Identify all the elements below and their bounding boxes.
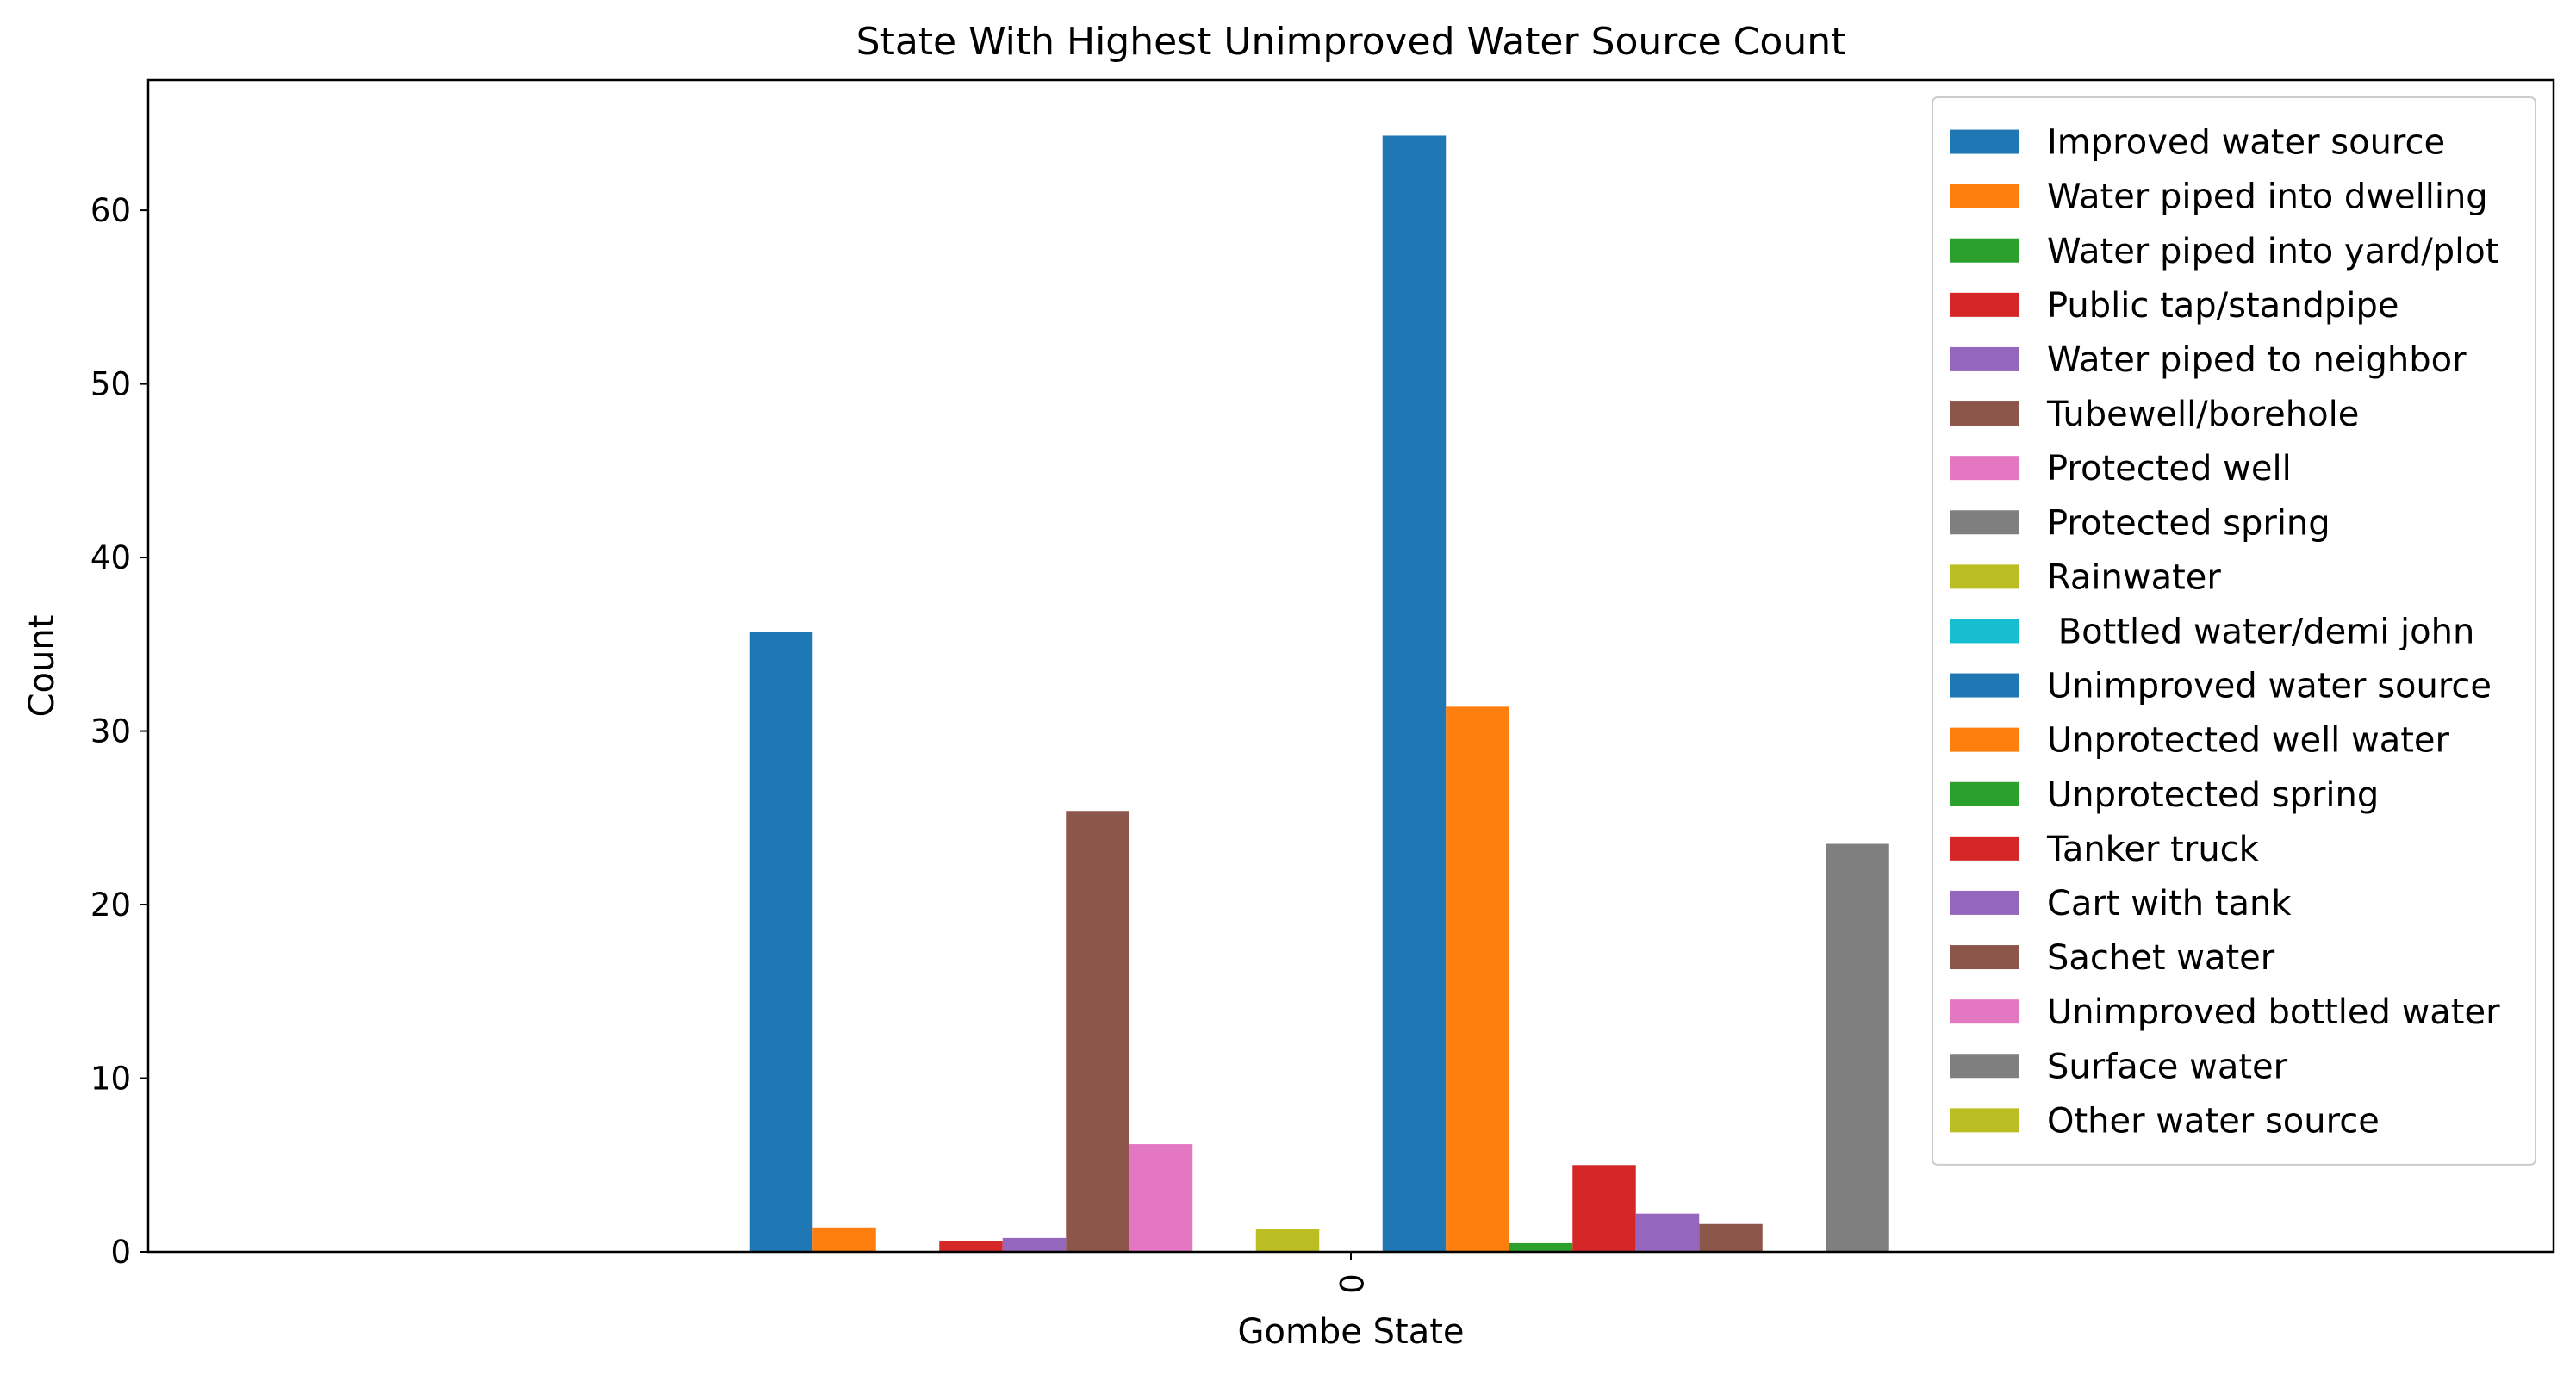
bar-14 <box>1572 1165 1636 1252</box>
legend-entry-label: Water piped into dwelling <box>2047 177 2488 217</box>
y-tick-label: 60 <box>90 192 131 229</box>
y-tick-label: 50 <box>90 366 131 403</box>
legend-entry-label: Other water source <box>2047 1101 2380 1141</box>
y-tick-label: 40 <box>90 539 131 576</box>
y-tick-label: 10 <box>90 1061 131 1098</box>
legend-entry-label: Tanker truck <box>2046 830 2260 869</box>
legend-entry-label: Water piped to neighbor <box>2047 340 2467 380</box>
legend-swatch <box>1950 564 2019 589</box>
bar-6 <box>1066 811 1129 1252</box>
bar-7 <box>1129 1144 1193 1252</box>
legend-swatch <box>1950 1108 2019 1133</box>
legend-entry-label: Bottled water/demi john <box>2047 612 2474 651</box>
bar-11 <box>1382 135 1447 1253</box>
legend-swatch <box>1950 999 2019 1024</box>
legend-swatch <box>1950 945 2019 970</box>
legend-swatch <box>1950 184 2019 208</box>
legend-entry-label: Unprotected well water <box>2047 721 2450 761</box>
legend-swatch <box>1950 890 2019 915</box>
legend-swatch <box>1950 129 2019 154</box>
bar-4 <box>939 1241 1003 1252</box>
legend-entry-label: Improved water source <box>2047 123 2445 163</box>
bar-15 <box>1635 1213 1700 1252</box>
legend: Improved water source Water piped into dw… <box>1932 96 2536 1166</box>
legend-swatch <box>1950 836 2019 861</box>
legend-swatch <box>1950 1054 2019 1079</box>
y-axis: 0 10 20 30 40 50 60 <box>90 192 148 1271</box>
y-tick-label: 20 <box>90 887 131 924</box>
x-tick-label: 0 <box>1332 1273 1369 1294</box>
bar-2 <box>812 1227 876 1252</box>
legend-swatch <box>1950 619 2019 644</box>
bar-9 <box>1255 1229 1320 1252</box>
bar-13 <box>1509 1242 1573 1252</box>
legend-swatch <box>1950 346 2019 371</box>
y-axis-label: Count <box>22 615 62 718</box>
legend-swatch <box>1950 238 2019 263</box>
legend-entry-label: Cart with tank <box>2047 884 2292 924</box>
legend-entry-label: Rainwater <box>2047 557 2221 597</box>
legend-swatch <box>1950 727 2019 752</box>
legend-swatch <box>1950 781 2019 806</box>
legend-entry-label: Tubewell/borehole <box>2046 395 2359 434</box>
legend-entry-label: Protected spring <box>2047 503 2330 543</box>
legend-entry-label: Water piped into yard/plot <box>2047 232 2498 271</box>
legend-swatch <box>1950 401 2019 426</box>
legend-entry-label: Unimproved bottled water <box>2047 992 2500 1032</box>
x-axis: 0 <box>1332 1252 1369 1294</box>
legend-entry-label: Surface water <box>2047 1047 2288 1086</box>
legend-swatch <box>1950 292 2019 317</box>
legend-frame <box>1932 96 2536 1166</box>
bar-1 <box>749 632 813 1252</box>
legend-entry-label: Protected well <box>2047 449 2292 488</box>
legend-entry-label: Public tap/standpipe <box>2047 286 2399 326</box>
legend-swatch <box>1950 456 2019 481</box>
y-tick-label: 30 <box>90 713 131 750</box>
legend-entry-label: Unprotected spring <box>2047 775 2379 815</box>
legend-entry-label: Sachet water <box>2047 938 2275 978</box>
bar-12 <box>1446 706 1509 1252</box>
x-axis-label: Gombe State <box>1237 1312 1464 1352</box>
legend-entry-label: Unimproved water source <box>2047 667 2492 706</box>
chart-title: State With Highest Unimproved Water Sour… <box>856 20 1846 64</box>
legend-swatch <box>1950 510 2019 535</box>
bar-18 <box>1826 843 1889 1252</box>
bar-16 <box>1699 1223 1763 1252</box>
legend-swatch <box>1950 673 2019 698</box>
y-tick-label: 0 <box>110 1234 131 1271</box>
bar-5 <box>1002 1237 1067 1252</box>
bars-group <box>749 135 1889 1253</box>
